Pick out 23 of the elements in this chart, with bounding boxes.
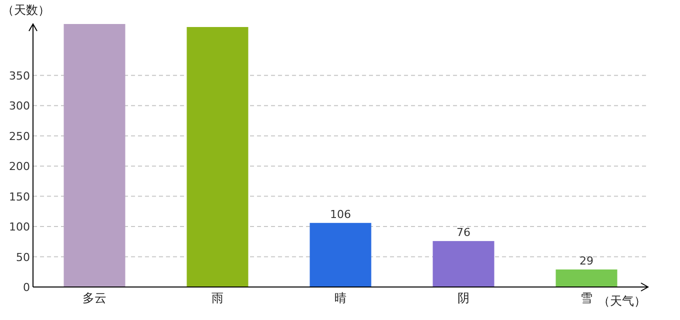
bar xyxy=(310,222,372,287)
y-tick-label: 100 xyxy=(9,220,30,234)
y-tick-label: 200 xyxy=(9,160,30,174)
y-tick-label: 300 xyxy=(9,100,30,113)
x-tick-label: 晴 xyxy=(334,291,346,305)
data-label: 106 xyxy=(330,208,351,221)
bar xyxy=(186,27,248,287)
x-tick-label: 雪 xyxy=(580,291,592,305)
data-label: 76 xyxy=(456,226,470,240)
bar xyxy=(64,24,126,287)
bar xyxy=(556,269,618,287)
x-axis-title: （天气） xyxy=(598,294,646,308)
x-tick-label: 多云 xyxy=(82,291,106,305)
y-tick-label: 0 xyxy=(23,281,30,294)
y-tick-label: 350 xyxy=(9,69,30,82)
x-tick-label: 雨 xyxy=(212,291,224,305)
x-tick-label: 阴 xyxy=(458,291,470,305)
y-tick-label: 150 xyxy=(9,190,30,204)
y-tick-label: 50 xyxy=(16,250,30,264)
data-label: 29 xyxy=(580,254,594,268)
y-tick-label: 250 xyxy=(9,130,30,143)
y-axis-title: （天数） xyxy=(2,3,50,17)
bar xyxy=(432,241,494,287)
